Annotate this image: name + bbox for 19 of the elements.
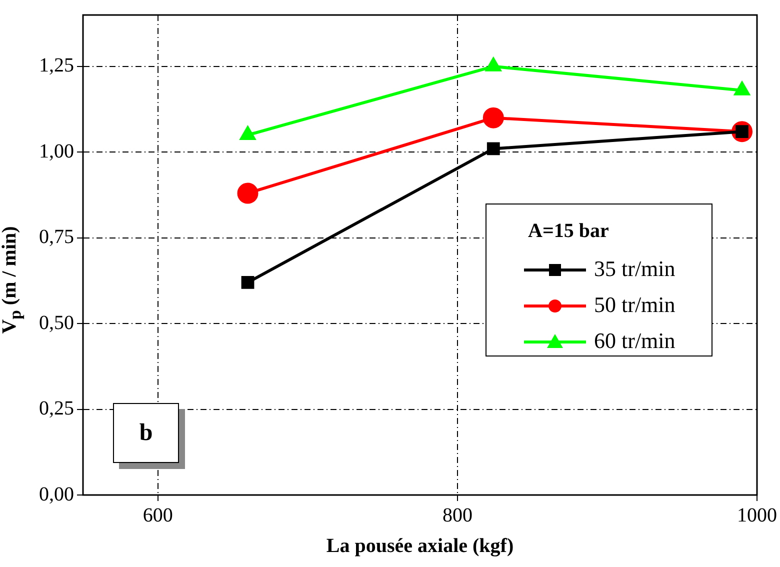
- legend-title: A=15 bar: [528, 220, 609, 242]
- y-tick-label: 0,00: [39, 483, 74, 506]
- y-tick-label: 0,75: [39, 226, 74, 248]
- legend-label: 60 tr/min: [594, 328, 676, 353]
- y-tick-label: 1,25: [39, 54, 74, 77]
- x-axis-title: La pousée axiale (kgf): [326, 535, 514, 558]
- x-tick-label: 600: [142, 504, 173, 526]
- point: [486, 142, 500, 156]
- legend-label: 50 tr/min: [594, 292, 676, 317]
- point: [237, 182, 258, 204]
- legend-label: 35 tr/min: [594, 256, 676, 281]
- y-tick-label: 0,50: [39, 312, 74, 334]
- x-tick-label: 1000: [737, 504, 777, 526]
- y-tick-label: 1,00: [39, 140, 74, 162]
- x-tick-label: 800: [442, 504, 472, 526]
- point: [241, 276, 254, 289]
- annotation: b: [113, 403, 179, 463]
- point: [482, 107, 504, 128]
- y-tick-label: 0,25: [39, 398, 74, 420]
